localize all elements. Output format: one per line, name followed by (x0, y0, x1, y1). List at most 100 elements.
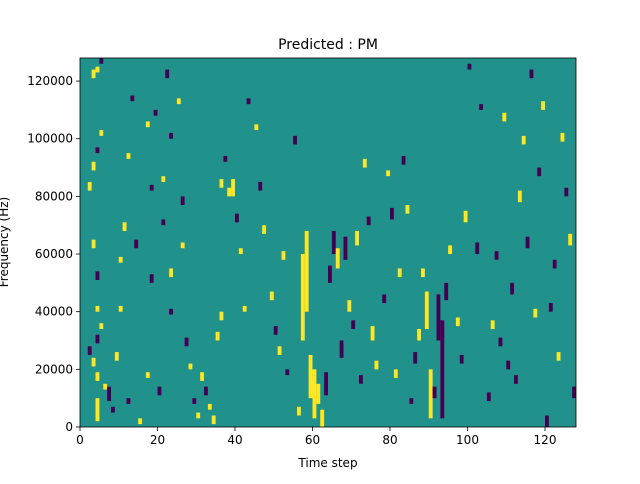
heatmap-cell-low (510, 282, 515, 295)
heatmap-cell-high (99, 323, 104, 329)
heatmap-cell-high (355, 230, 360, 246)
y-tick-label: 20000 (35, 362, 73, 376)
heatmap-cell-low (235, 213, 239, 223)
heatmap-cell-high (362, 158, 367, 168)
heatmap-cell-high (99, 130, 104, 136)
heatmap-cell-low (382, 294, 387, 304)
heatmap-cell-low (486, 392, 491, 402)
heatmap-cell-low (409, 398, 414, 404)
heatmap-cell-low (413, 352, 418, 364)
heatmap-cell-high (568, 233, 573, 246)
heatmap-cell-low (149, 274, 154, 283)
heatmap-cell-low (184, 337, 189, 347)
heatmap-cell-high (541, 101, 546, 110)
plot-frame (79, 57, 577, 428)
heatmap-cell-low (564, 187, 569, 197)
y-axis-label: Frequency (Hz) (0, 197, 11, 288)
heatmap-cell-low (339, 340, 344, 358)
heatmap-cell-low (204, 386, 208, 396)
heatmap-cell-low (328, 265, 332, 283)
heatmap-cell-high (424, 291, 429, 329)
x-axis-label: Time step (297, 456, 357, 470)
heatmap-cell-low (161, 219, 166, 226)
heatmap-cell-high (262, 225, 267, 234)
heatmap-cell-high (533, 308, 538, 318)
y-tick-label: 40000 (35, 305, 73, 319)
heatmap-cells (87, 58, 577, 427)
heatmap-cell-high (231, 179, 236, 197)
heatmap-cell-low (514, 375, 518, 384)
heatmap-cell-low (246, 98, 251, 105)
y-axis-ticks: 0 20000 40000 60000 80000 100000 120000 (27, 74, 80, 434)
heatmap-cell-high (126, 153, 131, 159)
heatmap-cell-high (200, 372, 205, 381)
heatmap-cell-high (188, 363, 193, 370)
heatmap-cell-high (556, 352, 561, 361)
heatmap-cell-high (219, 311, 224, 321)
heatmap-cell-low (223, 156, 228, 162)
heatmap-cell-high (308, 354, 313, 399)
heatmap-cell-low (95, 271, 100, 280)
heatmap-cell-low (169, 308, 174, 315)
heatmap-cell-low (130, 95, 135, 102)
heatmap-cell-high (560, 132, 565, 142)
heatmap-cell-high (91, 239, 96, 249)
heatmap-cell-high (448, 245, 453, 255)
heatmap-cell-low (475, 242, 480, 255)
heatmap-cell-low (285, 369, 290, 376)
heatmap-cell-low (343, 236, 348, 260)
heatmap-cell-low (273, 326, 278, 335)
heatmap-cell-high (215, 331, 220, 341)
heatmap-cell-high (254, 124, 259, 131)
heatmap-cell-high (196, 412, 201, 419)
heatmap-cell-low (169, 132, 174, 139)
heatmap-cell-high (238, 248, 243, 255)
heatmap-cell-high (300, 254, 305, 341)
heatmap-cell-high (145, 372, 150, 378)
heatmap-cell-low (545, 415, 549, 427)
heatmap-cell-low (572, 386, 577, 399)
heatmap-cell-low (126, 398, 131, 404)
x-tick-label: 120 (534, 433, 557, 447)
heatmap-cell-high (91, 161, 96, 171)
x-tick-label: 100 (456, 433, 479, 447)
y-tick-label: 120000 (27, 74, 73, 88)
heatmap-cell-low (467, 63, 472, 70)
heatmap-cell-high (490, 320, 495, 329)
heatmap-cell-high (335, 248, 340, 269)
heatmap-cell-low (149, 184, 154, 191)
heatmap-cell-low (359, 375, 363, 384)
heatmap-cell-low (95, 147, 100, 154)
heatmap-cell-high (428, 369, 433, 419)
heatmap-cell-high (347, 300, 352, 312)
heatmap-cell-high (145, 121, 150, 128)
heatmap-cell-low (459, 354, 464, 364)
x-tick-label: 40 (227, 433, 242, 447)
heatmap-cell-low (351, 320, 356, 329)
heatmap-cell-low (111, 406, 115, 413)
heatmap-cell-low (537, 167, 542, 177)
heatmap-cell-low (165, 69, 170, 79)
heatmap-cell-high (118, 305, 123, 312)
heatmap-cell-high (393, 369, 398, 378)
heatmap-cell-low (444, 282, 449, 301)
heatmap-cell-low (498, 337, 503, 347)
heatmap-cell-low (180, 196, 185, 206)
heatmap-cell-high (304, 230, 309, 312)
heatmap-cell-low (390, 207, 394, 220)
x-tick-label: 60 (305, 433, 320, 447)
heatmap-cell-low (432, 386, 437, 399)
heatmap-cell-low (479, 104, 484, 110)
heatmap-cell-high (91, 69, 96, 79)
heatmap-cell-low (525, 236, 530, 249)
heatmap-cell-low (494, 251, 499, 260)
heatmap-cell-low (436, 294, 441, 341)
heatmap-cell-high (219, 179, 224, 188)
heatmap-cell-high (122, 222, 127, 231)
heatmap-cell-high (374, 360, 379, 370)
heatmap-cell-low (293, 135, 298, 145)
heatmap-cell-high (242, 305, 247, 312)
heatmap-cell-high (169, 268, 174, 278)
chart-title: Predicted : PM (278, 37, 378, 53)
heatmap-cell-high (95, 398, 100, 422)
